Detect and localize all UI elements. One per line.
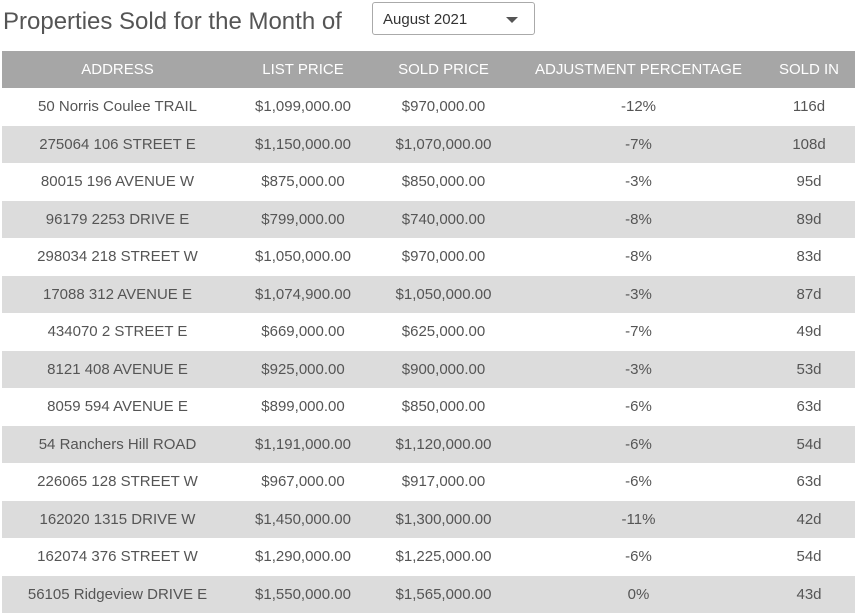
cell-adjustment-percentage: -6% [514,426,763,464]
table-row: 56105 Ridgeview DRIVE E $1,550,000.00 $1… [2,576,855,613]
cell-address: 17088 312 AVENUE E [2,276,233,314]
cell-sold-price: $970,000.00 [373,88,514,126]
cell-sold-price: $1,565,000.00 [373,576,514,613]
cell-address: 80015 196 AVENUE W [2,163,233,201]
column-header-address: ADDRESS [2,51,233,88]
cell-sold-price: $1,225,000.00 [373,538,514,576]
cell-address: 162074 376 STREET W [2,538,233,576]
cell-list-price: $967,000.00 [233,463,373,501]
cell-address: 434070 2 STREET E [2,313,233,351]
table-row: 8059 594 AVENUE E $899,000.00 $850,000.0… [2,388,855,426]
page-header: Properties Sold for the Month of August … [0,0,855,50]
cell-sold-price: $850,000.00 [373,163,514,201]
cell-adjustment-percentage: -6% [514,463,763,501]
column-header-sold-in: SOLD IN [763,51,855,88]
cell-adjustment-percentage: -8% [514,238,763,276]
cell-sold-in: 89d [763,201,855,239]
cell-sold-price: $970,000.00 [373,238,514,276]
cell-sold-price: $1,300,000.00 [373,501,514,539]
cell-sold-price: $917,000.00 [373,463,514,501]
month-select[interactable]: August 2021 [372,2,535,35]
table-row: 162020 1315 DRIVE W $1,450,000.00 $1,300… [2,501,855,539]
cell-list-price: $799,000.00 [233,201,373,239]
cell-sold-in: 108d [763,126,855,164]
cell-address: 96179 2253 DRIVE E [2,201,233,239]
cell-adjustment-percentage: -3% [514,163,763,201]
cell-adjustment-percentage: -6% [514,538,763,576]
cell-sold-price: $1,120,000.00 [373,426,514,464]
sold-properties-table: ADDRESS LIST PRICE SOLD PRICE ADJUSTMENT… [2,51,855,613]
cell-address: 50 Norris Coulee TRAIL [2,88,233,126]
cell-sold-price: $850,000.00 [373,388,514,426]
cell-sold-price: $1,070,000.00 [373,126,514,164]
cell-address: 162020 1315 DRIVE W [2,501,233,539]
cell-sold-in: 83d [763,238,855,276]
cell-adjustment-percentage: -3% [514,351,763,389]
cell-sold-in: 54d [763,538,855,576]
cell-sold-price: $625,000.00 [373,313,514,351]
cell-adjustment-percentage: 0% [514,576,763,613]
table-header-row: ADDRESS LIST PRICE SOLD PRICE ADJUSTMENT… [2,51,855,88]
cell-list-price: $669,000.00 [233,313,373,351]
table-row: 162074 376 STREET W $1,290,000.00 $1,225… [2,538,855,576]
table-row: 50 Norris Coulee TRAIL $1,099,000.00 $97… [2,88,855,126]
cell-list-price: $899,000.00 [233,388,373,426]
cell-address: 226065 128 STREET W [2,463,233,501]
cell-list-price: $1,191,000.00 [233,426,373,464]
table-row: 96179 2253 DRIVE E $799,000.00 $740,000.… [2,201,855,239]
cell-sold-price: $900,000.00 [373,351,514,389]
cell-adjustment-percentage: -7% [514,126,763,164]
cell-address: 8121 408 AVENUE E [2,351,233,389]
cell-list-price: $925,000.00 [233,351,373,389]
cell-list-price: $875,000.00 [233,163,373,201]
cell-sold-in: 63d [763,388,855,426]
cell-address: 56105 Ridgeview DRIVE E [2,576,233,613]
cell-address: 298034 218 STREET W [2,238,233,276]
cell-list-price: $1,074,900.00 [233,276,373,314]
cell-sold-in: 49d [763,313,855,351]
column-header-adjustment-percentage: ADJUSTMENT PERCENTAGE [514,51,763,88]
cell-sold-in: 54d [763,426,855,464]
cell-sold-in: 53d [763,351,855,389]
page-title: Properties Sold for the Month of [3,6,342,38]
cell-adjustment-percentage: -6% [514,388,763,426]
column-header-list-price: LIST PRICE [233,51,373,88]
cell-address: 8059 594 AVENUE E [2,388,233,426]
table-row: 80015 196 AVENUE W $875,000.00 $850,000.… [2,163,855,201]
cell-adjustment-percentage: -3% [514,276,763,314]
column-header-sold-price: SOLD PRICE [373,51,514,88]
cell-sold-in: 116d [763,88,855,126]
month-select-value: August 2021 [383,3,467,36]
cell-sold-in: 42d [763,501,855,539]
cell-sold-in: 95d [763,163,855,201]
cell-sold-in: 43d [763,576,855,613]
table-row: 298034 218 STREET W $1,050,000.00 $970,0… [2,238,855,276]
cell-adjustment-percentage: -8% [514,201,763,239]
cell-list-price: $1,290,000.00 [233,538,373,576]
cell-list-price: $1,550,000.00 [233,576,373,613]
cell-sold-in: 63d [763,463,855,501]
cell-list-price: $1,050,000.00 [233,238,373,276]
cell-address: 275064 106 STREET E [2,126,233,164]
table-row: 8121 408 AVENUE E $925,000.00 $900,000.0… [2,351,855,389]
cell-sold-price: $740,000.00 [373,201,514,239]
table-row: 434070 2 STREET E $669,000.00 $625,000.0… [2,313,855,351]
table-row: 226065 128 STREET W $967,000.00 $917,000… [2,463,855,501]
cell-sold-price: $1,050,000.00 [373,276,514,314]
cell-adjustment-percentage: -12% [514,88,763,126]
cell-list-price: $1,450,000.00 [233,501,373,539]
table-row: 54 Ranchers Hill ROAD $1,191,000.00 $1,1… [2,426,855,464]
cell-address: 54 Ranchers Hill ROAD [2,426,233,464]
cell-sold-in: 87d [763,276,855,314]
cell-list-price: $1,150,000.00 [233,126,373,164]
cell-list-price: $1,099,000.00 [233,88,373,126]
cell-adjustment-percentage: -7% [514,313,763,351]
table-row: 275064 106 STREET E $1,150,000.00 $1,070… [2,126,855,164]
caret-down-icon [506,17,518,23]
cell-adjustment-percentage: -11% [514,501,763,539]
table-row: 17088 312 AVENUE E $1,074,900.00 $1,050,… [2,276,855,314]
table-body: 50 Norris Coulee TRAIL $1,099,000.00 $97… [2,88,855,613]
